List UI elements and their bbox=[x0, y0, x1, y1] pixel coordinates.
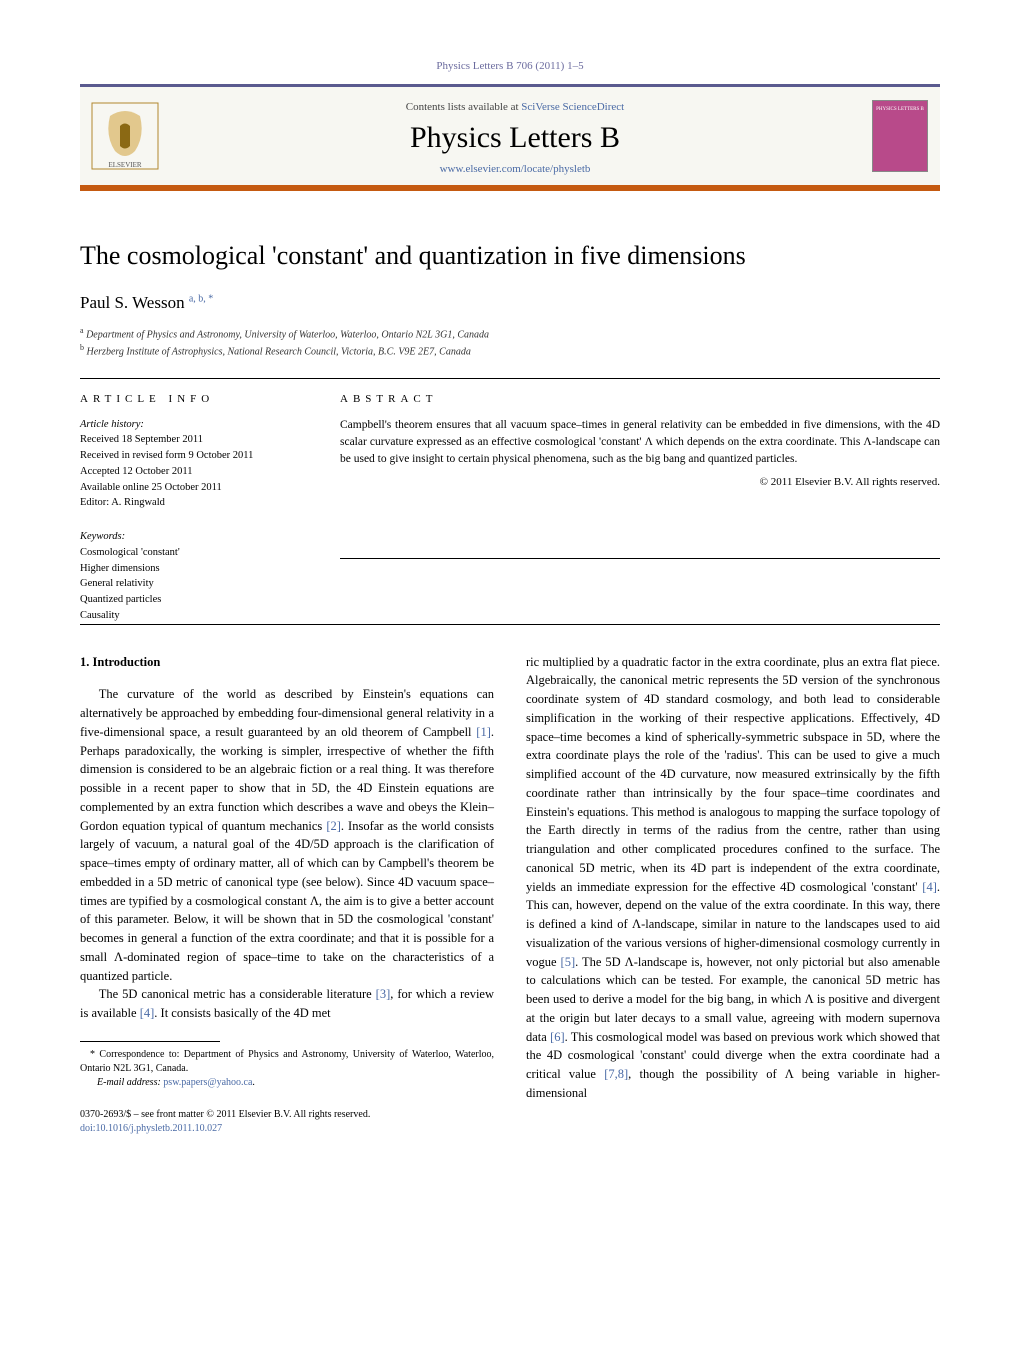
sciencedirect-link[interactable]: SciVerse ScienceDirect bbox=[521, 101, 624, 113]
abstract-copyright: © 2011 Elsevier B.V. All rights reserved… bbox=[340, 476, 940, 488]
journal-title: Physics Letters B bbox=[170, 121, 860, 155]
author-email-link[interactable]: psw.papers@yahoo.ca bbox=[163, 1077, 252, 1088]
journal-reference: Physics Letters B 706 (2011) 1–5 bbox=[80, 60, 940, 72]
journal-cover-thumbnail: PHYSICS LETTERS B bbox=[860, 87, 940, 185]
author-affiliation-markers: a, b, * bbox=[189, 293, 213, 304]
journal-header: ELSEVIER Contents lists available at Sci… bbox=[80, 84, 940, 191]
author-line: Paul S. Wesson a, b, * bbox=[80, 293, 940, 313]
footnotes: * Correspondence to: Department of Physi… bbox=[80, 1048, 494, 1090]
article-body: 1. Introduction The curvature of the wor… bbox=[80, 653, 940, 1136]
footnote-separator bbox=[80, 1041, 220, 1042]
journal-homepage-link[interactable]: www.elsevier.com/locate/physletb bbox=[170, 163, 860, 175]
affiliations: a Department of Physics and Astronomy, U… bbox=[80, 325, 940, 360]
contents-lists-text: Contents lists available at SciVerse Sci… bbox=[170, 101, 860, 113]
body-paragraph: The curvature of the world as described … bbox=[80, 685, 494, 985]
abstract-text: Campbell's theorem ensures that all vacu… bbox=[340, 417, 940, 469]
elsevier-logo: ELSEVIER bbox=[80, 87, 170, 185]
body-paragraph: The 5D canonical metric has a considerab… bbox=[80, 985, 494, 1023]
divider bbox=[80, 378, 940, 379]
article-history: Article history: Received 18 September 2… bbox=[80, 417, 300, 512]
abstract-label: ABSTRACT bbox=[340, 393, 940, 405]
section-heading: 1. Introduction bbox=[80, 653, 494, 672]
divider bbox=[80, 624, 940, 625]
keywords-block: Keywords: Cosmological 'constant' Higher… bbox=[80, 529, 300, 624]
author-name: Paul S. Wesson bbox=[80, 293, 185, 312]
divider bbox=[340, 558, 940, 559]
article-info-label: ARTICLE INFO bbox=[80, 393, 300, 405]
svg-text:ELSEVIER: ELSEVIER bbox=[108, 161, 141, 169]
body-paragraph: ric multiplied by a quadratic factor in … bbox=[526, 653, 940, 1103]
doi-link[interactable]: doi:10.1016/j.physletb.2011.10.027 bbox=[80, 1123, 222, 1134]
publication-footer: 0370-2693/$ – see front matter © 2011 El… bbox=[80, 1108, 494, 1136]
article-title: The cosmological 'constant' and quantiza… bbox=[80, 241, 940, 271]
